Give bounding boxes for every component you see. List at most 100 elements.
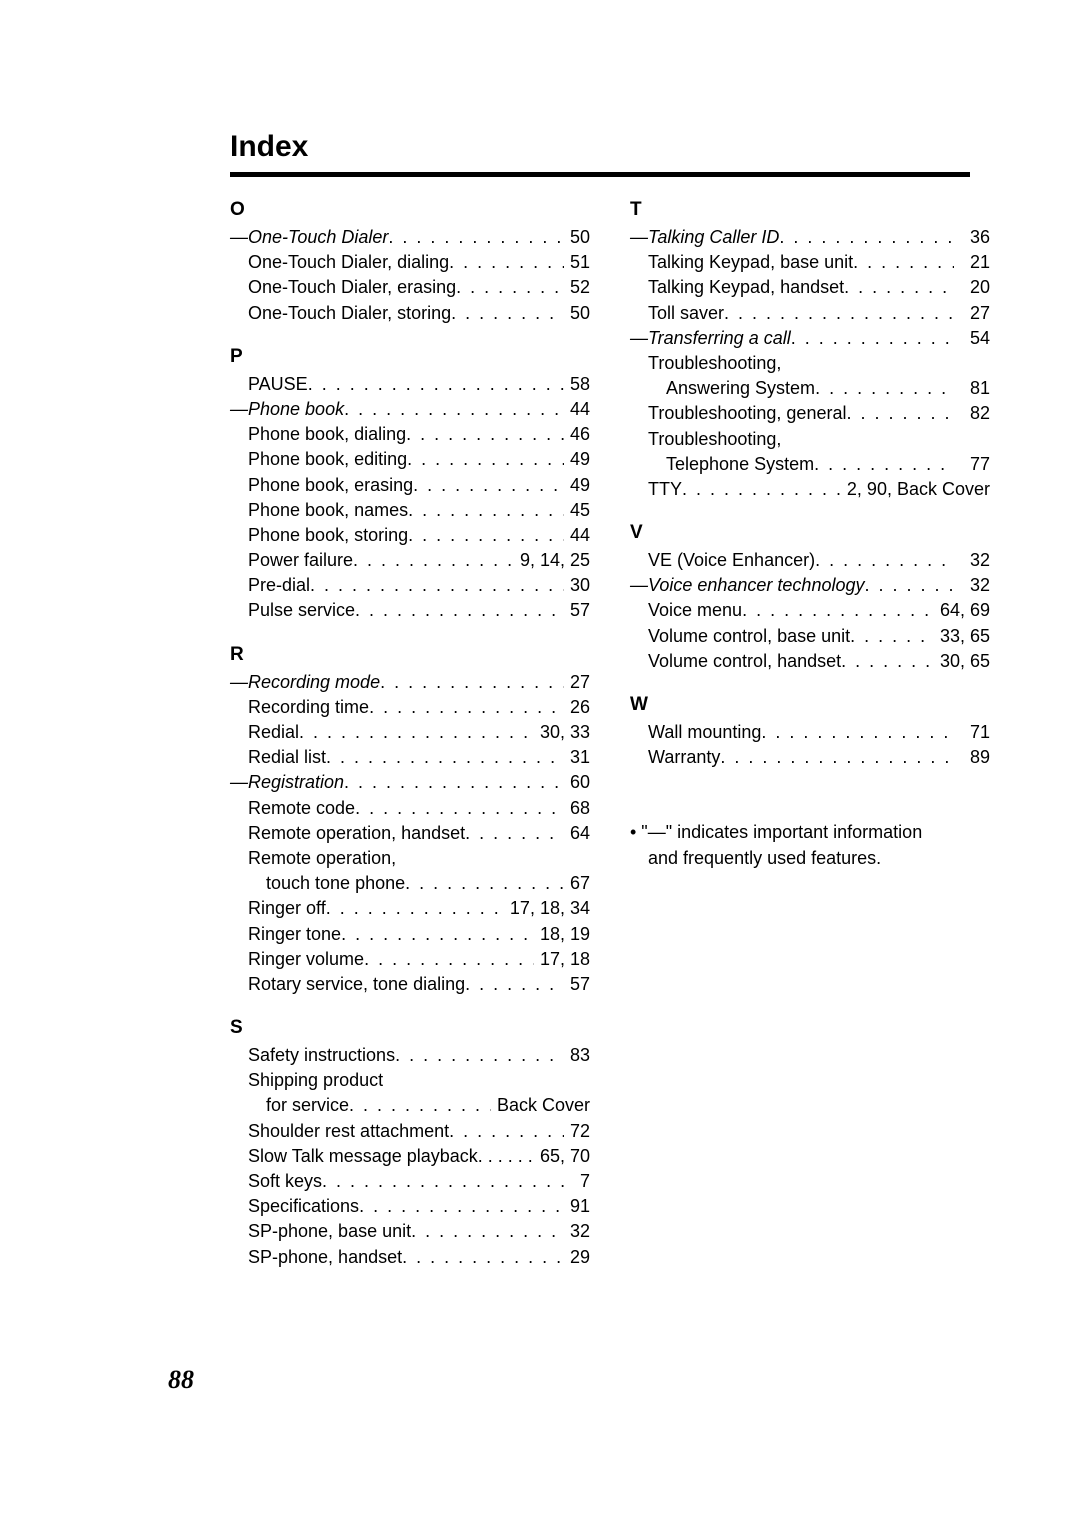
leader-dots: [322, 1169, 574, 1194]
index-entry-label: One-Touch Dialer, dialing: [248, 250, 449, 275]
leader-dots: [815, 548, 954, 573]
index-entry-page: 17, 18: [534, 947, 590, 972]
index-entry: Wall mounting71: [630, 720, 990, 745]
index-entry-label: Wall mounting: [648, 720, 761, 745]
index-entry-label: Specifications: [248, 1194, 359, 1219]
index-entry-label: Volume control, base unit: [648, 624, 850, 649]
leader-dots: [353, 548, 514, 573]
leader-dots: [864, 573, 953, 598]
index-letter: R: [230, 644, 590, 666]
index-entry: Rotary service, tone dialing57: [230, 972, 590, 997]
index-entry-page: 2, 90, Back Cover: [841, 477, 990, 502]
index-entry-label: Troubleshooting,: [648, 351, 781, 376]
index-entry-page: 9, 14, 25: [514, 548, 590, 573]
index-entry: —Recording mode27: [230, 670, 590, 695]
leader-dots: [407, 447, 564, 472]
index-entry-page: 58: [564, 372, 590, 397]
index-entry: Power failure 9, 14, 25: [230, 548, 590, 573]
page-number: 88: [168, 1365, 194, 1395]
index-entry-label: Power failure: [248, 548, 353, 573]
index-letter: O: [230, 199, 590, 221]
leader-dots: [364, 947, 534, 972]
index-entry-label: VE (Voice Enhancer): [648, 548, 815, 573]
index-entry: for serviceBack Cover: [230, 1093, 590, 1118]
index-entry-label: Ringer tone: [248, 922, 341, 947]
index-entry-label: Phone book, erasing: [248, 473, 413, 498]
leader-dots: [724, 301, 954, 326]
index-entry-label: Warranty: [648, 745, 720, 770]
index-entry: —Transferring a call54: [630, 326, 990, 351]
index-entry-page: 67: [564, 871, 590, 896]
index-right-column: T—Talking Caller ID36Talking Keypad, bas…: [630, 199, 990, 1270]
index-entry: —One-Touch Dialer50: [230, 225, 590, 250]
index-entry-label: Troubleshooting,: [648, 427, 781, 452]
leader-dots: [411, 1219, 564, 1244]
leader-dots: [406, 422, 564, 447]
index-entry-page: 64, 69: [934, 598, 990, 623]
leader-dots: [408, 523, 564, 548]
leader-dots: [742, 598, 934, 623]
index-columns: O —One-Touch Dialer50One-Touch Dialer, di…: [230, 199, 970, 1270]
index-entry: Remote code68: [230, 796, 590, 821]
index-entry-label: Volume control, handset: [648, 649, 841, 674]
index-entry: Recording time26: [230, 695, 590, 720]
index-entry: PAUSE58: [230, 372, 590, 397]
index-entry-label: Remote operation,: [248, 846, 396, 871]
title-rule: [230, 172, 970, 177]
leader-dots: [456, 275, 564, 300]
index-entry: VE (Voice Enhancer) 32: [630, 548, 990, 573]
index-entry-label: Phone book, editing: [248, 447, 407, 472]
index-letter: S: [230, 1017, 590, 1039]
leader-dots: [761, 720, 954, 745]
index-entry-label: Troubleshooting, general: [648, 401, 846, 426]
index-left-column: O —One-Touch Dialer50One-Touch Dialer, di…: [230, 199, 590, 1270]
index-letter: P: [230, 346, 590, 368]
leader-dots: [326, 745, 564, 770]
index-entry-page: 89: [954, 745, 990, 770]
index-entry: Phone book, names45: [230, 498, 590, 523]
index-entry-label: Soft keys: [248, 1169, 322, 1194]
index-entry-page: 52: [564, 275, 590, 300]
index-entry-page: 45: [564, 498, 590, 523]
leader-dots: [402, 1245, 564, 1270]
index-entry-page: 32: [954, 548, 990, 573]
index-entry: Phone book, erasing49: [230, 473, 590, 498]
index-entry-page: 30, 65: [934, 649, 990, 674]
index-entry: Redial30, 33: [230, 720, 590, 745]
index-entry-page: 17, 18, 34: [504, 896, 590, 921]
index-entry-label: —Transferring a call: [630, 326, 791, 351]
index-entry-page: 50: [564, 301, 590, 326]
index-entry-label: for service: [266, 1093, 349, 1118]
index-entry-label: —Talking Caller ID: [630, 225, 779, 250]
leader-dots: [682, 477, 841, 502]
section-gap: [230, 624, 590, 644]
index-entry-label: Slow Talk message playback: [248, 1144, 478, 1169]
leader-dots: [408, 498, 564, 523]
index-entry: Voice menu64, 69: [630, 598, 990, 623]
index-footnote: • "—" indicates important informationand…: [630, 820, 990, 870]
index-entry-label: Talking Keypad, base unit: [648, 250, 853, 275]
index-entry-page: 72: [564, 1119, 590, 1144]
section-gap: [630, 502, 990, 522]
leader-dots: [451, 301, 564, 326]
index-entry-label: Remote operation, handset: [248, 821, 465, 846]
index-entry-label: —Registration: [230, 770, 344, 795]
index-entry: —Phone book44: [230, 397, 590, 422]
leader-dots: [815, 376, 954, 401]
index-entry-label: Redial list: [248, 745, 326, 770]
index-entry-page: 7: [574, 1169, 590, 1194]
index-entry-page: 29: [564, 1245, 590, 1270]
index-entry-page: 81: [954, 376, 990, 401]
leader-dots: [341, 922, 534, 947]
index-entry-label: SP-phone, handset: [248, 1245, 402, 1270]
index-entry-label: —Voice enhancer technology: [630, 573, 864, 598]
index-entry-label: Remote code: [248, 796, 355, 821]
leader-dots: [465, 972, 564, 997]
index-entry-label: Pulse service: [248, 598, 355, 623]
index-entry: TTY2, 90, Back Cover: [630, 477, 990, 502]
index-entry: Phone book, editing49: [230, 447, 590, 472]
footnote-line: • "—" indicates important information: [630, 820, 990, 845]
index-entry: Volume control, base unit33, 65: [630, 624, 990, 649]
index-entry: Toll saver27: [630, 301, 990, 326]
index-entry-page: 50: [564, 225, 590, 250]
